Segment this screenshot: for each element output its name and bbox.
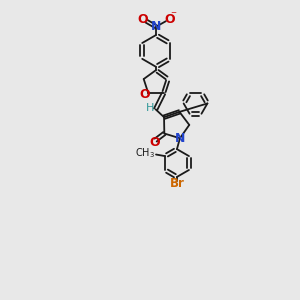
Text: H: H (146, 103, 154, 113)
Text: N: N (175, 132, 186, 145)
Text: O: O (149, 136, 160, 148)
Text: O: O (164, 13, 175, 26)
Text: Br: Br (169, 177, 184, 190)
Text: O: O (138, 13, 148, 26)
Text: O: O (140, 88, 150, 101)
Text: N: N (151, 20, 161, 33)
Text: $^{-}$: $^{-}$ (170, 11, 177, 21)
Text: CH$_3$: CH$_3$ (135, 146, 155, 160)
